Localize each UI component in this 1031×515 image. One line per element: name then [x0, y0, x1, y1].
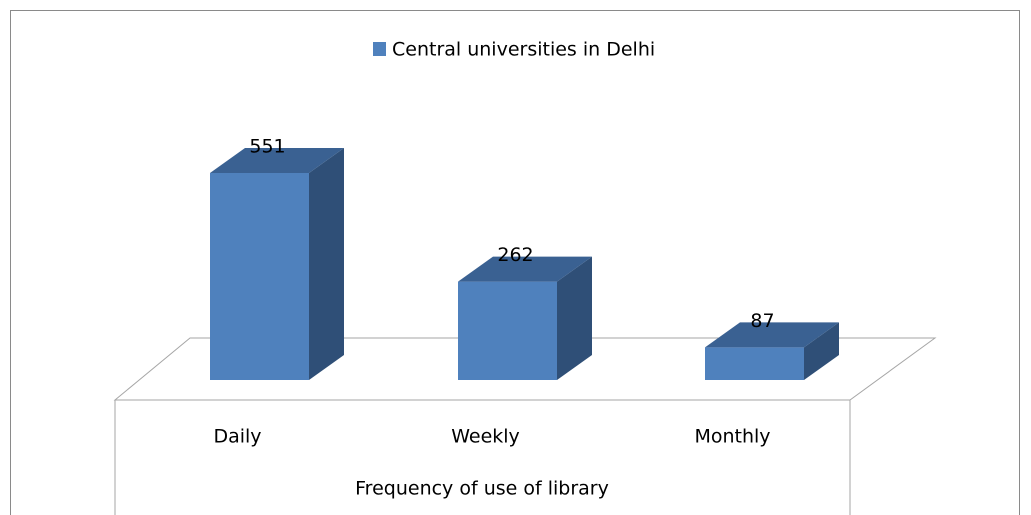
bar-front [458, 281, 557, 380]
bar [705, 322, 839, 380]
x-tick-label: Daily [213, 426, 261, 448]
bar-top [705, 322, 839, 348]
x-axis-title: Frequency of use of library [355, 478, 609, 500]
legend-swatch [373, 42, 386, 56]
bar-front [705, 347, 804, 380]
legend-label: Central universities in Delhi [392, 39, 655, 61]
bar-side [309, 148, 344, 380]
bar-side [804, 322, 839, 380]
value-label: 262 [497, 244, 533, 266]
x-tick-label: Weekly [451, 426, 520, 448]
bar [458, 256, 592, 380]
bar-front [210, 173, 309, 380]
bar-top [210, 148, 344, 173]
value-label: 551 [249, 136, 285, 158]
value-label: 87 [750, 310, 774, 332]
bar-side [557, 256, 592, 380]
x-tick-label: Monthly [694, 426, 770, 448]
bar-top [458, 256, 592, 282]
bar [210, 148, 344, 380]
